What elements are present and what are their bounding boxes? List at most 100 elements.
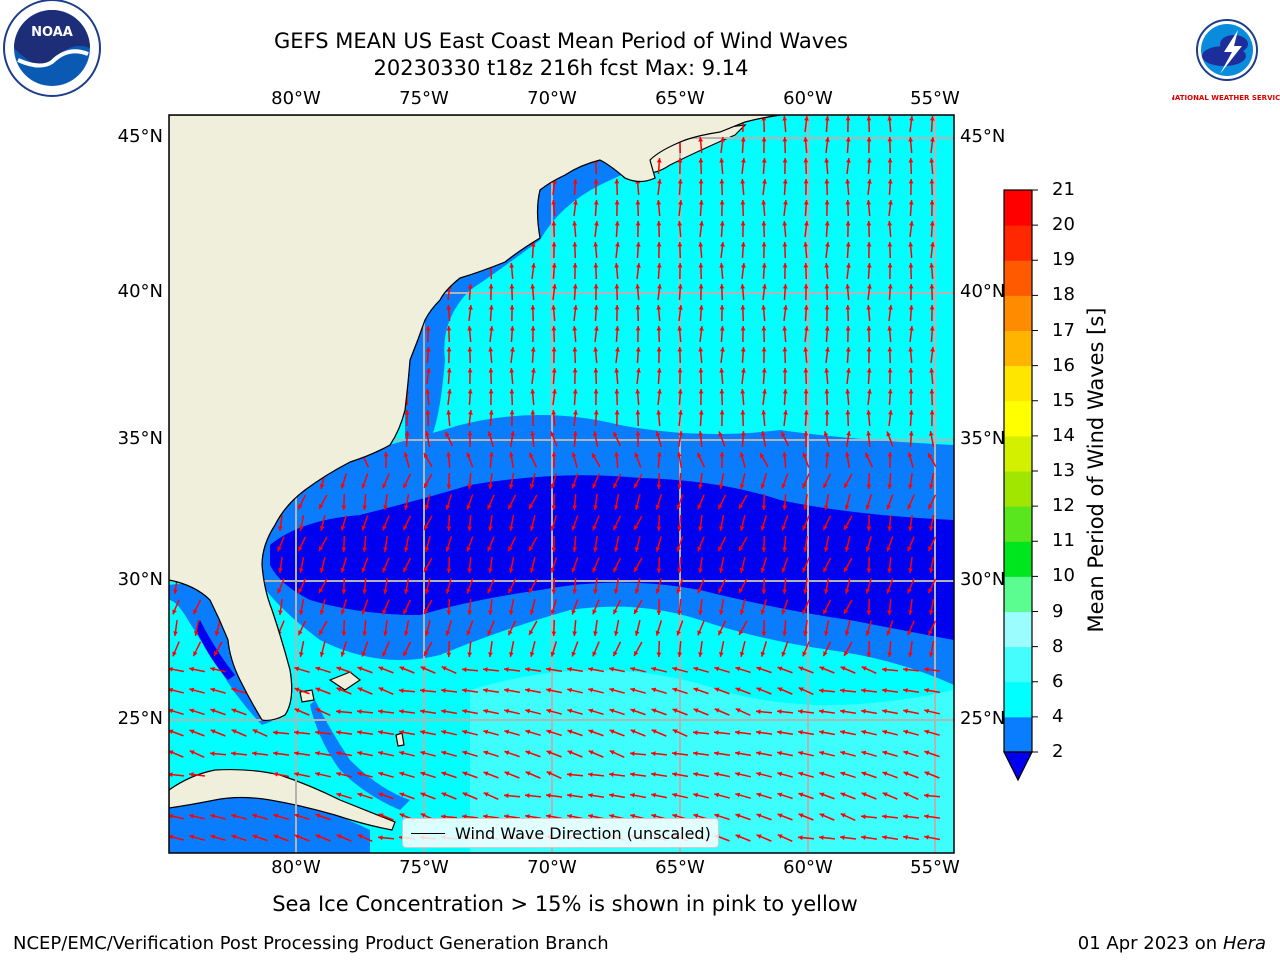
wave-arrow xyxy=(402,515,412,531)
wave-arrow xyxy=(319,641,326,657)
wave-arrow xyxy=(866,304,872,322)
wave-arrow xyxy=(717,578,727,594)
wave-arrow xyxy=(551,304,557,322)
wave-arrow xyxy=(377,835,395,841)
wave-arrow xyxy=(719,220,725,238)
wave-arrow xyxy=(865,494,873,510)
wave-arrow xyxy=(740,388,746,406)
wave-arrow xyxy=(678,199,683,217)
wave-arrow xyxy=(698,640,703,658)
wave-arrow xyxy=(525,708,541,715)
wave-arrow xyxy=(467,325,473,343)
wave-arrow xyxy=(593,493,598,511)
wave-arrow xyxy=(488,556,493,574)
wave-arrow xyxy=(614,199,620,217)
wave-arrow xyxy=(824,367,830,385)
wave-arrow xyxy=(210,834,226,842)
wave-arrow xyxy=(336,834,352,842)
colorbar-tick-label: 15 xyxy=(1052,389,1075,411)
wave-arrow xyxy=(507,494,517,510)
wave-arrow xyxy=(655,620,663,636)
wave-arrow xyxy=(424,620,431,636)
wave-arrow xyxy=(803,136,809,154)
colorbar-tick-label: 12 xyxy=(1052,495,1075,517)
wave-arrow xyxy=(761,304,767,322)
wave-arrow xyxy=(777,834,793,842)
wave-arrow xyxy=(929,220,935,238)
wave-arrow xyxy=(824,157,830,175)
wave-arrow xyxy=(294,813,310,821)
wave-arrow xyxy=(420,750,436,757)
wave-arrow xyxy=(635,325,641,343)
wave-arrow xyxy=(655,494,663,510)
wave-arrow xyxy=(822,641,832,657)
wave-arrow xyxy=(314,751,332,757)
wave-arrow xyxy=(782,136,788,154)
wave-arrow xyxy=(341,619,347,637)
wave-arrow xyxy=(844,536,851,552)
wave-arrow xyxy=(531,367,536,385)
wave-arrow xyxy=(677,598,683,616)
wave-arrow xyxy=(902,814,920,819)
wave-arrow xyxy=(908,367,914,385)
wave-arrow xyxy=(846,430,851,448)
wave-arrow xyxy=(361,515,369,531)
wave-arrow xyxy=(656,304,662,322)
wave-arrow xyxy=(318,578,328,594)
wave-arrow xyxy=(319,515,326,531)
wave-arrow xyxy=(592,473,600,489)
wave-arrow xyxy=(908,409,914,427)
wave-arrow xyxy=(844,620,851,636)
wave-arrow xyxy=(903,729,919,736)
wave-arrow xyxy=(613,494,620,510)
wave-arrow xyxy=(424,431,431,447)
wave-arrow xyxy=(488,304,494,322)
wave-arrow xyxy=(782,451,788,469)
wave-arrow xyxy=(656,556,662,574)
colorbar-segment xyxy=(1004,541,1032,577)
wave-arrow xyxy=(189,813,205,820)
wave-arrow xyxy=(462,729,478,736)
wave-arrow xyxy=(488,472,493,490)
wave-arrow xyxy=(423,557,433,573)
wave-arrow xyxy=(908,241,914,259)
wave-arrow xyxy=(446,367,452,385)
wave-arrow xyxy=(172,641,180,657)
wave-arrow xyxy=(740,241,746,259)
wave-arrow xyxy=(294,666,310,674)
wave-arrow xyxy=(655,431,662,447)
wave-arrow xyxy=(445,536,453,552)
wave-arrow xyxy=(887,472,893,490)
wave-arrow xyxy=(698,199,704,217)
wave-arrow xyxy=(402,599,412,615)
wave-arrow xyxy=(843,599,853,615)
wave-arrow xyxy=(357,750,373,757)
wave-arrow xyxy=(740,199,746,217)
wave-arrow xyxy=(861,729,877,736)
wave-arrow xyxy=(636,367,641,385)
wave-arrow xyxy=(567,729,583,737)
wave-arrow xyxy=(488,346,494,364)
wave-arrow xyxy=(698,136,704,154)
wave-arrow xyxy=(887,514,893,532)
wave-arrow xyxy=(845,220,851,238)
wave-arrow xyxy=(866,199,872,217)
wave-arrow xyxy=(677,451,683,469)
wave-arrow xyxy=(822,515,832,531)
wave-arrow xyxy=(656,199,662,217)
wave-arrow xyxy=(840,813,856,821)
wave-arrow xyxy=(510,346,515,364)
wave-arrow xyxy=(819,750,835,757)
wave-arrow xyxy=(802,599,810,615)
wave-arrow xyxy=(928,641,935,657)
wave-arrow xyxy=(550,599,558,615)
wave-arrow xyxy=(377,709,395,714)
wave-arrow xyxy=(804,115,809,133)
wave-arrow xyxy=(672,708,688,716)
axis-tick-label: 55°W xyxy=(910,88,960,109)
wave-arrow xyxy=(804,325,809,343)
wave-arrow xyxy=(657,178,662,196)
wave-arrow xyxy=(676,620,684,636)
wave-arrow xyxy=(635,304,641,322)
axis-tick-label: 75°W xyxy=(399,857,449,878)
